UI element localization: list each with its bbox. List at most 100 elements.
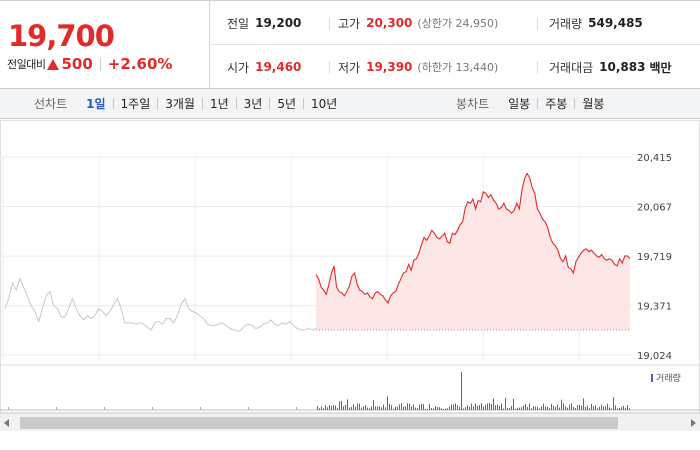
period-divider: [235, 98, 237, 109]
volume-bar: [581, 405, 582, 410]
volume-bar: [349, 407, 350, 410]
volume-bar: [325, 405, 326, 410]
low-value: 19,390: [366, 60, 413, 74]
volume-bar: [459, 406, 460, 410]
volume-bar: [477, 406, 478, 410]
volume-bar: [527, 406, 528, 410]
candle-weekly[interactable]: 주봉: [545, 97, 568, 111]
volume-bar: [609, 407, 610, 410]
volume-bar: [521, 407, 522, 410]
volume-bar: [401, 403, 402, 410]
volume-bar: [357, 403, 358, 410]
candle-chart-periods: 봉차트 일봉 주봉 월봉: [456, 89, 611, 118]
volume-bar: [553, 405, 554, 410]
volume-bar: [421, 403, 422, 410]
volume-bar: [363, 406, 364, 410]
volume-bar: [467, 405, 468, 410]
period-divider: [201, 98, 203, 109]
volume-bar: [377, 406, 378, 410]
period-3y[interactable]: 3년: [243, 97, 263, 111]
volume-bar: [589, 408, 590, 410]
volume-bar: [373, 400, 374, 410]
volume-bar: [393, 408, 394, 410]
volume-bar: [487, 403, 488, 410]
candle-daily[interactable]: 일봉: [508, 97, 531, 111]
period-5y[interactable]: 5년: [277, 97, 297, 111]
volume-bar: [605, 406, 606, 410]
scroll-left-icon[interactable]: [4, 419, 9, 427]
open-label: 시가: [227, 60, 250, 75]
volume-bar: [629, 408, 630, 410]
volume-bar: [359, 403, 360, 410]
volume-bar: [383, 404, 384, 410]
volume-bar: [619, 408, 620, 410]
volume-bar: [567, 407, 568, 410]
prev-day-price-line: [4, 277, 317, 332]
quote-stats: 전일 19,200 고가 20,300 (상한가 24,950) 거래량 549…: [211, 1, 700, 89]
y-tick-label: 20,067: [637, 203, 672, 214]
open-cell: 시가 19,460: [227, 45, 301, 89]
candle-monthly[interactable]: 월봉: [582, 97, 605, 111]
volume-bar: [499, 405, 500, 410]
period-10y[interactable]: 10년: [311, 97, 338, 111]
low-cell: 저가 19,390 (하한가 13,440): [329, 45, 498, 89]
chart-scrollbar[interactable]: [0, 413, 700, 431]
volume-bar: [361, 407, 362, 410]
volume-bar: [575, 408, 576, 410]
volume-bar: [507, 408, 508, 410]
volume-bar: [443, 408, 444, 410]
volume-bar: [415, 407, 416, 410]
y-tick-label: 19,024: [637, 351, 672, 362]
volume-bar: [407, 403, 408, 410]
scroll-right-icon[interactable]: [691, 419, 696, 427]
period-divider: [269, 98, 271, 109]
volume-bar: [317, 406, 318, 410]
volume-bar: [509, 407, 510, 410]
change-label: 전일대비: [7, 58, 46, 71]
volume-bar: [555, 406, 556, 410]
volume-bar: [331, 406, 332, 410]
price-chart[interactable]: 20,415 20,067 19,719 19,371 19,024 거래량: [0, 120, 700, 413]
volume-bar: [533, 406, 534, 410]
volume-bar: [573, 406, 574, 410]
volume-bar: [519, 407, 520, 410]
high-cell: 고가 20,300 (상한가 24,950): [329, 1, 498, 45]
volume-bar: [431, 408, 432, 410]
period-3m[interactable]: 3개월: [165, 97, 195, 111]
volume-bar: [200, 407, 201, 410]
volume-bar: [469, 406, 470, 410]
volume-bar: [435, 406, 436, 410]
upper-limit: (상한가 24,950): [417, 17, 499, 30]
quote-summary: 19,700 전일대비 500 +2.60% 전일 19,200 고가 20,3…: [0, 0, 700, 89]
volume-bar: [513, 398, 514, 410]
volume-bar: [603, 406, 604, 410]
volume-bar: [417, 408, 418, 410]
volume-bar: [525, 404, 526, 410]
price-box: 19,700 전일대비 500 +2.60%: [0, 1, 210, 89]
volume-bar: [625, 407, 626, 410]
scroll-thumb[interactable]: [20, 417, 618, 429]
volume-bar: [471, 403, 472, 410]
volume-bar: [541, 406, 542, 410]
current-price: 19,700: [8, 19, 115, 53]
volume-bar: [429, 404, 430, 410]
period-1d[interactable]: 1일: [86, 97, 106, 111]
volume-bar: [613, 397, 614, 410]
volume-bar: [485, 404, 486, 410]
turnover-value: 10,883: [599, 60, 646, 74]
volume-bar: [571, 403, 572, 410]
chart-toolbar: 선차트 1일 1주일 3개월 1년 3년 5년 10년 봉차트 일봉 주봉 월봉: [0, 88, 700, 119]
volume-bar: [395, 406, 396, 410]
change-divider: [99, 57, 101, 71]
line-chart-label: 선차트: [34, 97, 68, 111]
period-1w[interactable]: 1주일: [120, 97, 151, 111]
volume-bar: [397, 406, 398, 410]
today-price-area: [316, 173, 630, 330]
period-1y[interactable]: 1년: [209, 97, 229, 111]
volume-bar: [345, 404, 346, 410]
volume-bar: [403, 406, 404, 410]
volume-bar: [321, 406, 322, 410]
volume-bar: [451, 404, 452, 410]
volume-bar: [387, 396, 388, 410]
volume-bar: [369, 408, 370, 410]
